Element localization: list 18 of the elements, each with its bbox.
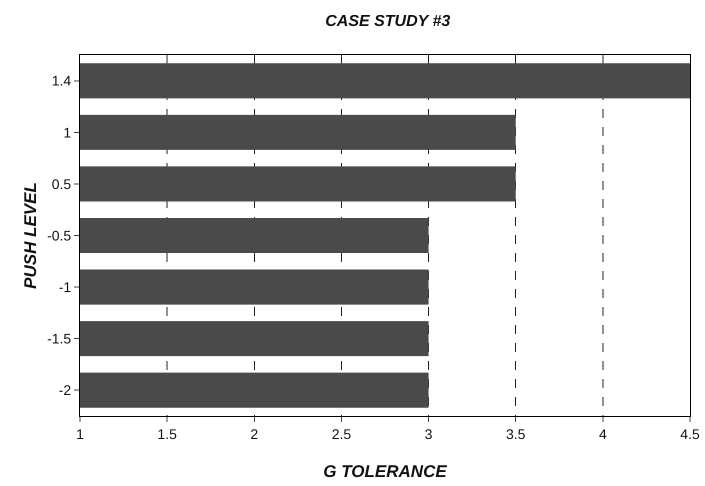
- x-axis-title: G TOLERANCE: [323, 462, 448, 481]
- y-tick-label: 0.5: [52, 176, 72, 192]
- y-tick-label: -2: [58, 382, 72, 398]
- chart-title: CASE STUDY #3: [325, 12, 450, 30]
- x-tick-label: 2: [250, 426, 258, 442]
- x-tick-label: 2.5: [332, 426, 352, 442]
- y-tick-label: -1.5: [47, 330, 72, 347]
- y-tick-label: 1: [63, 124, 72, 140]
- x-tick-label: 1.5: [157, 426, 178, 442]
- y-tick-label: 1.4: [52, 72, 72, 89]
- x-tick-label: 3.5: [506, 426, 526, 442]
- x-tick-label: 4: [598, 426, 607, 442]
- y-axis-title: PUSH LEVEL: [21, 182, 40, 289]
- x-tick-label: 1: [76, 426, 84, 442]
- y-tick-label: -1: [58, 278, 72, 295]
- x-tick-label: 3: [424, 426, 433, 442]
- x-tick-label: 4.5: [680, 426, 700, 442]
- y-tick-label: -0.5: [47, 227, 72, 244]
